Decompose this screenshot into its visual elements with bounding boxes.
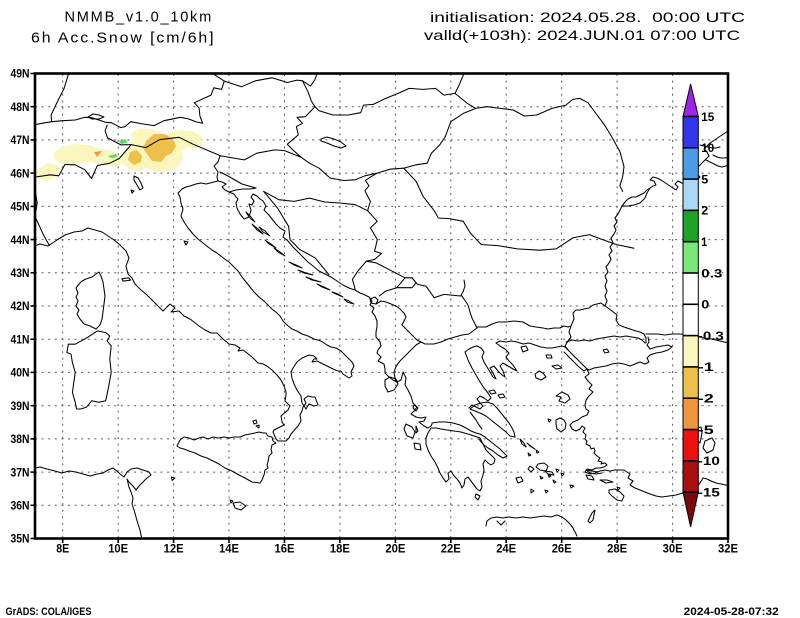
svg-text:initialisation: 2024.05.28. 0: initialisation: 2024.05.28. 00:00 UTC xyxy=(430,9,745,25)
svg-text:-10: -10 xyxy=(698,454,720,468)
svg-text:41N: 41N xyxy=(11,332,30,346)
svg-text:18E: 18E xyxy=(330,542,350,556)
svg-text:47N: 47N xyxy=(11,133,30,147)
svg-text:valld(+103h): 2024.JUN.01 07:0: valld(+103h): 2024.JUN.01 07:00 UTC xyxy=(424,27,740,43)
svg-text:44N: 44N xyxy=(11,233,30,247)
svg-text:12E: 12E xyxy=(164,542,184,556)
svg-text:-2: -2 xyxy=(698,392,714,406)
svg-text:39N: 39N xyxy=(11,399,30,413)
svg-text:28E: 28E xyxy=(607,542,627,556)
svg-text:45N: 45N xyxy=(11,200,30,214)
svg-text:20E: 20E xyxy=(385,542,405,556)
svg-text:-5: -5 xyxy=(698,423,714,437)
svg-text:15: 15 xyxy=(701,110,714,124)
svg-text:NMMB_v1.0_10km: NMMB_v1.0_10km xyxy=(65,9,214,26)
svg-text:10: 10 xyxy=(701,141,714,155)
svg-text:14E: 14E xyxy=(219,542,239,556)
svg-text:-1: -1 xyxy=(698,360,714,374)
svg-text:24E: 24E xyxy=(496,542,516,556)
svg-text:0: 0 xyxy=(701,298,709,312)
svg-text:36N: 36N xyxy=(11,499,30,513)
svg-text:-0.3: -0.3 xyxy=(698,329,724,343)
svg-text:2024-05-28-07:32: 2024-05-28-07:32 xyxy=(684,606,779,618)
svg-text:6h Acc.Snow [cm/6h]: 6h Acc.Snow [cm/6h] xyxy=(31,30,216,47)
svg-text:1: 1 xyxy=(701,235,707,249)
svg-text:10E: 10E xyxy=(108,542,128,556)
svg-text:35N: 35N xyxy=(11,532,30,546)
svg-text:37N: 37N xyxy=(11,465,30,479)
svg-text:2: 2 xyxy=(701,204,708,218)
svg-text:38N: 38N xyxy=(11,432,30,446)
svg-text:49N: 49N xyxy=(11,67,30,81)
svg-text:22E: 22E xyxy=(441,542,461,556)
svg-text:43N: 43N xyxy=(11,266,30,280)
svg-text:5: 5 xyxy=(701,172,708,186)
svg-text:26E: 26E xyxy=(552,542,572,556)
svg-text:30E: 30E xyxy=(663,542,683,556)
svg-text:42N: 42N xyxy=(11,299,30,313)
svg-text:-15: -15 xyxy=(698,485,720,499)
svg-text:32E: 32E xyxy=(718,542,738,556)
svg-text:0.3: 0.3 xyxy=(701,266,722,280)
svg-text:8E: 8E xyxy=(56,542,69,556)
svg-text:40N: 40N xyxy=(11,366,30,380)
svg-text:48N: 48N xyxy=(11,100,30,114)
svg-text:GrADS: COLA/IGES: GrADS: COLA/IGES xyxy=(6,606,92,618)
svg-text:46N: 46N xyxy=(11,166,30,180)
svg-text:16E: 16E xyxy=(275,542,295,556)
